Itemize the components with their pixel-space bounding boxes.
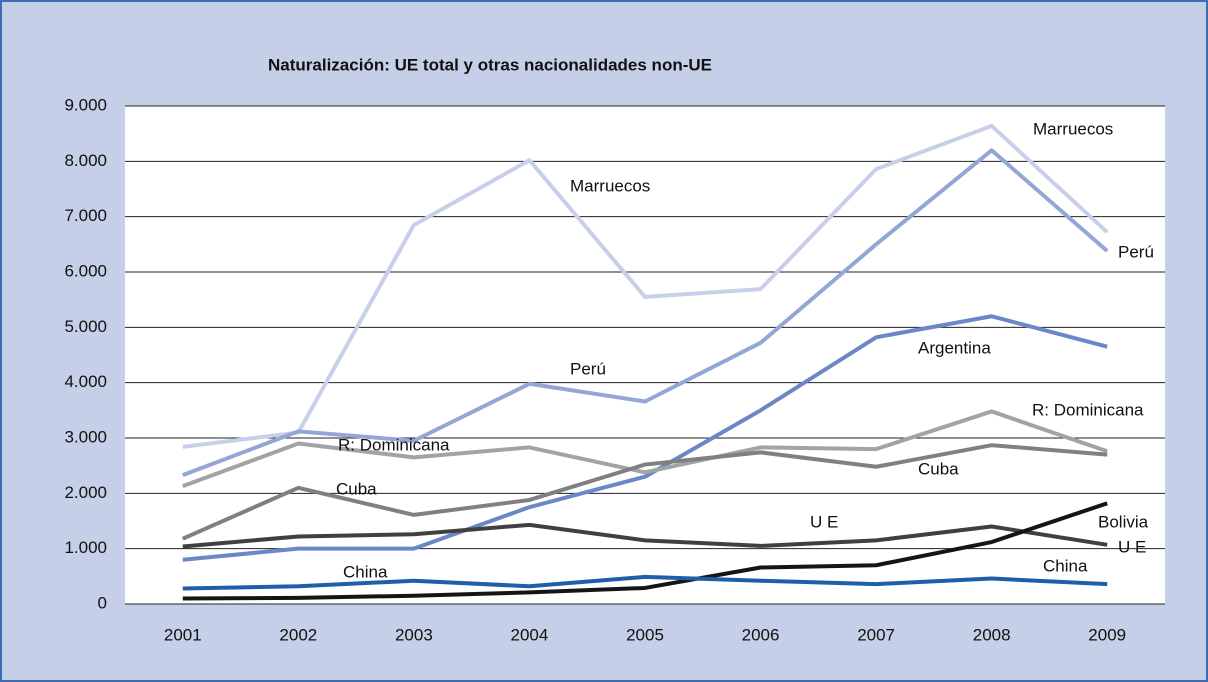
y-tick-label: 1.000	[64, 538, 107, 557]
series-label: Marruecos	[570, 176, 650, 195]
series-line	[182, 123, 1109, 449]
series-label: Perú	[570, 359, 606, 378]
x-tick-label: 2007	[857, 625, 895, 644]
y-tick-label: 4.000	[64, 372, 107, 391]
series-line	[182, 522, 1108, 549]
series-label: U E	[1118, 537, 1146, 556]
series-line	[182, 501, 1108, 601]
series-label: U E	[810, 512, 838, 531]
y-tick-label: 0	[98, 593, 107, 612]
series-label: Perú	[1118, 242, 1154, 261]
series-line	[181, 443, 1108, 541]
series-label: R: Dominicana	[1032, 400, 1144, 419]
series-label: China	[1043, 556, 1088, 575]
y-tick-label: 6.000	[64, 261, 107, 280]
y-tick-label: 3.000	[64, 427, 107, 446]
series-line	[182, 574, 1108, 591]
series-line	[182, 314, 1108, 562]
x-tick-label: 2006	[742, 625, 780, 644]
series-label: Argentina	[918, 338, 991, 357]
series-line	[182, 409, 1108, 489]
series-label: Marruecos	[1033, 119, 1113, 138]
series-label: China	[343, 562, 388, 581]
y-tick-label: 7.000	[64, 206, 107, 225]
plot-area	[125, 106, 1165, 604]
y-tick-label: 2.000	[64, 483, 107, 502]
series-line	[182, 148, 1109, 477]
series-label: Bolivia	[1098, 512, 1149, 531]
series-label: Cuba	[918, 459, 959, 478]
series-label: R: Dominicana	[338, 435, 450, 454]
series-label: Cuba	[336, 479, 377, 498]
x-tick-label: 2003	[395, 625, 433, 644]
chart-title: Naturalización: UE total y otras naciona…	[268, 55, 712, 74]
x-tick-label: 2005	[626, 625, 664, 644]
x-tick-label: 2002	[279, 625, 317, 644]
x-tick-label: 2008	[973, 625, 1011, 644]
y-tick-label: 9.000	[64, 95, 107, 114]
x-tick-label: 2004	[511, 625, 549, 644]
y-tick-label: 8.000	[64, 151, 107, 170]
x-tick-label: 2009	[1088, 625, 1126, 644]
y-tick-label: 5.000	[64, 317, 107, 336]
x-tick-label: 2001	[164, 625, 202, 644]
